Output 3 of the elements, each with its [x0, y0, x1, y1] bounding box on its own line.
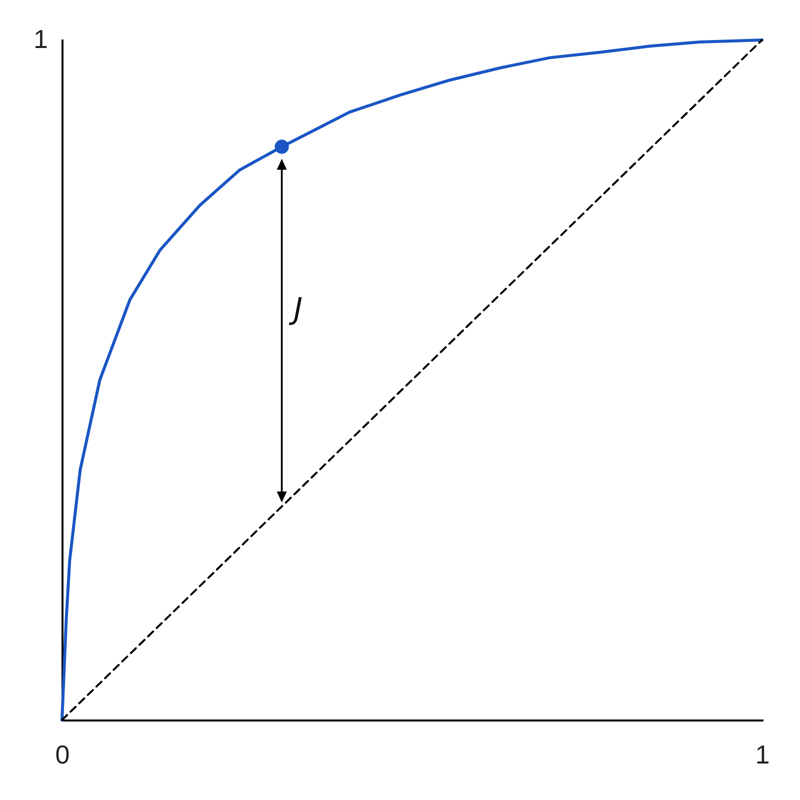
annotation: J	[288, 292, 303, 327]
text: 1	[34, 24, 48, 54]
x-tick-label: 0	[55, 740, 70, 770]
